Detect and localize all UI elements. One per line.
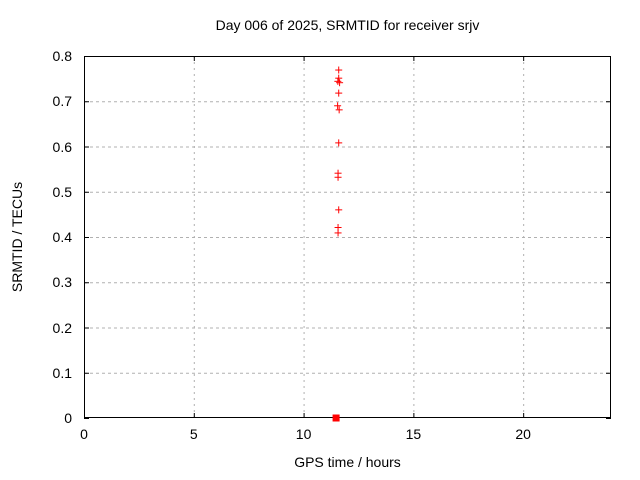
chart-title: Day 006 of 2025, SRMTID for receiver srj… <box>215 17 480 33</box>
x-tick-label: 10 <box>295 426 312 442</box>
y-tick-label: 0.8 <box>52 48 72 64</box>
y-tick-label: 0.2 <box>52 319 72 336</box>
x-axis-label: GPS time / hours <box>294 454 401 470</box>
y-tick-label: 0.4 <box>52 229 72 245</box>
x-tick-label: 20 <box>515 426 531 442</box>
y-tick-label: 0 <box>64 410 72 426</box>
plot-area <box>84 56 611 422</box>
y-tick-label: 0.5 <box>52 183 72 200</box>
y-tick-label: 0.6 <box>52 138 72 155</box>
x-tick-label: 0 <box>80 426 88 442</box>
x-tick-label: 15 <box>405 426 422 442</box>
y-tick-label: 0.1 <box>52 364 72 381</box>
y-tick-label: 0.7 <box>52 93 72 110</box>
y-tick-label: 0.3 <box>52 274 72 291</box>
data-point-marker <box>332 414 340 422</box>
x-tick-label: 5 <box>189 426 198 442</box>
plot-canvas <box>84 56 611 422</box>
